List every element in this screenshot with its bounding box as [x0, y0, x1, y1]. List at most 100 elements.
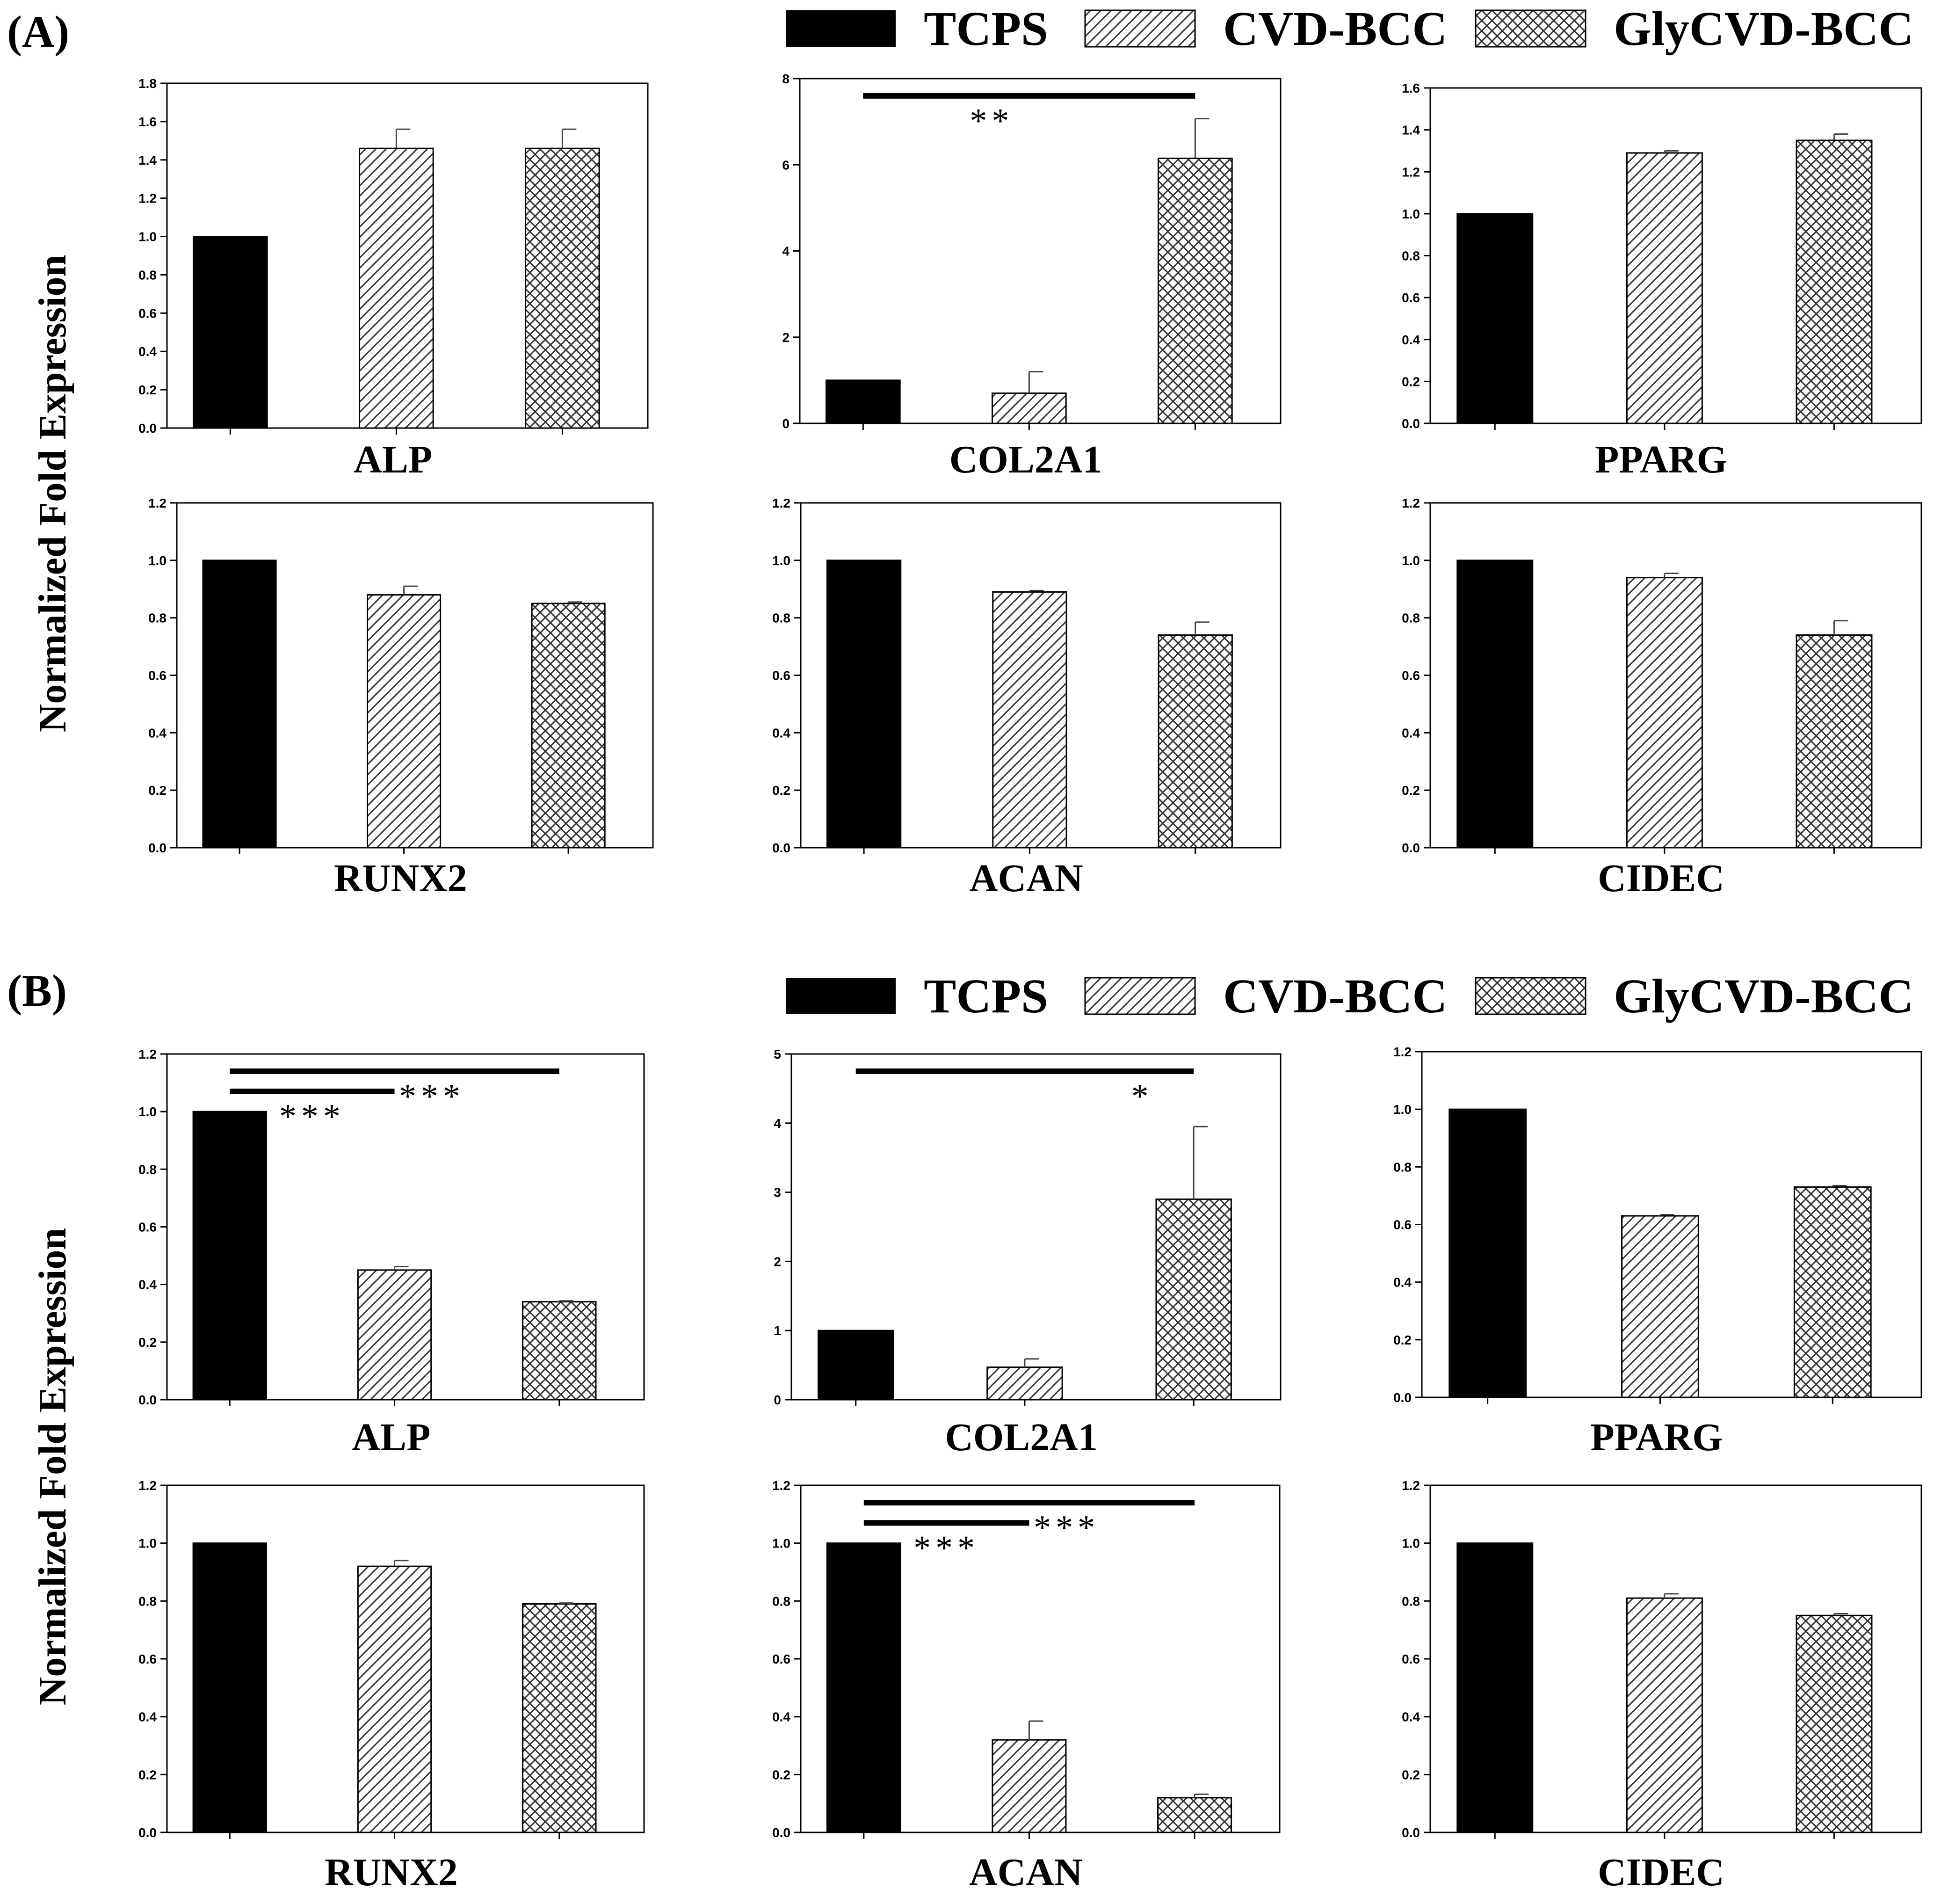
y-tick-label: 0.6 — [138, 1220, 157, 1235]
gene-label: ACAN — [969, 1851, 1083, 1894]
chart-a-col2a1: 0 2 4 6 8 ** COL2A1 — [782, 72, 1282, 481]
y-tick-label: 0.4 — [148, 726, 167, 740]
y-tick-label: 1.0 — [138, 1105, 157, 1119]
y-tick-label: 1.2 — [1402, 1478, 1420, 1493]
y-tick-label: 0.6 — [1393, 1218, 1412, 1232]
bar-tcps — [1456, 560, 1534, 849]
legend-swatch-glycvd-bcc — [1475, 977, 1586, 1015]
y-tick-label: 1.0 — [148, 553, 167, 568]
y-tick-label: 0.2 — [1402, 1767, 1420, 1782]
y-tick-label: 1.2 — [772, 496, 790, 510]
y-tick-label: 0.2 — [148, 783, 167, 798]
bar-cvd-bcc — [359, 147, 434, 429]
gene-label: RUNX2 — [334, 857, 467, 900]
legend-swatch-glycvd-bcc — [1475, 9, 1586, 48]
y-tick-label: 3 — [774, 1185, 781, 1200]
y-tick-label: 0.6 — [772, 669, 790, 683]
chart-a-runx2: 0.0 0.2 0.4 0.6 0.8 1.0 1.2 RUNX2 — [148, 496, 654, 900]
y-tick-label: 0.8 — [1393, 1160, 1412, 1174]
y-tick-label: 1.2 — [148, 496, 167, 510]
bar-tcps — [1456, 213, 1534, 424]
panel-label-b: (B) — [7, 966, 67, 1016]
y-tick-label: 1.0 — [772, 1536, 790, 1551]
bar-glycvd-bcc — [522, 1301, 597, 1401]
bar-glycvd-bcc — [1158, 157, 1233, 424]
significance-label: *** — [399, 1077, 465, 1116]
bar-cvd-bcc — [1626, 1597, 1703, 1833]
y-tick-label: 1.6 — [1402, 81, 1420, 95]
chart-b-acan: 0.0 0.2 0.4 0.6 0.8 1.0 1.2 *** *** ACAN — [772, 1478, 1281, 1894]
legend-label-cvd-bcc: CVD-BCC — [1223, 2, 1448, 56]
gene-label: PPARG — [1595, 438, 1727, 481]
y-tick-label: 1.2 — [1402, 165, 1420, 179]
panel-label-a: (A) — [7, 7, 69, 57]
bar-glycvd-bcc — [1793, 1186, 1872, 1398]
gene-label: ALP — [352, 1416, 430, 1459]
y-tick-label: 0.8 — [138, 1594, 157, 1608]
y-tick-label: 0.2 — [772, 1767, 790, 1782]
y-tick-label: 0.0 — [772, 841, 790, 855]
bar-glycvd-bcc — [531, 603, 606, 849]
y-tick-label: 0.4 — [1402, 333, 1420, 347]
bar-glycvd-bcc — [522, 1603, 597, 1833]
legend-label-cvd-bcc: CVD-BCC — [1223, 969, 1448, 1023]
y-tick-label: 0.0 — [772, 1825, 790, 1840]
y-tick-label: 0.0 — [148, 841, 167, 855]
bar-glycvd-bcc — [525, 147, 600, 429]
y-axis-label-a: Normalized Fold Expression — [31, 255, 74, 732]
y-tick-label: 0.2 — [138, 1767, 157, 1782]
gene-label: RUNX2 — [325, 1851, 458, 1894]
chart-b-col2a1: 0 1 2 3 4 5 * COL2A1 — [774, 1047, 1282, 1459]
bar-glycvd-bcc — [1796, 634, 1873, 849]
y-tick-label: 0.0 — [1393, 1390, 1412, 1405]
y-tick-label: 1.6 — [138, 115, 157, 129]
y-tick-label: 1 — [774, 1323, 781, 1338]
gene-label: COL2A1 — [945, 1416, 1098, 1459]
legend-label-glycvd-bcc: GlyCVD-BCC — [1614, 2, 1913, 56]
y-tick-label: 1.4 — [1402, 123, 1420, 138]
legend-swatch-cvd-bcc — [1084, 977, 1196, 1015]
bar-cvd-bcc — [1626, 577, 1703, 849]
y-tick-label: 1.0 — [138, 230, 157, 244]
legend-label-glycvd-bcc: GlyCVD-BCC — [1614, 969, 1913, 1023]
legend-label-tcps: TCPS — [924, 969, 1048, 1023]
y-tick-label: 1.2 — [138, 191, 157, 206]
gene-label: ALP — [354, 438, 432, 481]
y-tick-label: 0.4 — [138, 344, 157, 359]
y-tick-label: 0.0 — [138, 421, 157, 436]
y-tick-label: 5 — [774, 1047, 781, 1061]
y-tick-label: 1.4 — [138, 153, 157, 167]
y-tick-label: 0.4 — [138, 1710, 157, 1724]
y-tick-label: 1.0 — [1402, 207, 1420, 221]
y-tick-label: 1.0 — [772, 553, 790, 568]
bar-cvd-bcc — [357, 1565, 432, 1833]
chart-b-pparg: 0.0 0.2 0.4 0.6 0.8 1.0 1.2 PPARG — [1393, 1045, 1922, 1459]
legend-swatch-tcps — [786, 978, 896, 1014]
bar-tcps — [818, 1330, 894, 1401]
bar-cvd-bcc — [367, 594, 442, 849]
y-tick-label: 0 — [782, 416, 790, 431]
y-tick-label: 6 — [782, 158, 790, 172]
chart-a-acan: 0.0 0.2 0.4 0.6 0.8 1.0 1.2 ACAN — [772, 496, 1282, 900]
chart-b-runx2: 0.0 0.2 0.4 0.6 0.8 1.0 1.2 RUNX2 — [138, 1478, 645, 1894]
gene-label: CIDEC — [1598, 857, 1724, 900]
chart-a-pparg: 0.0 0.2 0.4 0.6 0.8 1.0 1.2 1.4 1.6 PPARG — [1402, 81, 1922, 481]
y-tick-label: 0.0 — [1402, 416, 1420, 431]
y-tick-label: 1.2 — [138, 1478, 157, 1493]
y-tick-label: 1.2 — [772, 1478, 790, 1493]
y-tick-label: 0.6 — [1402, 291, 1420, 305]
y-tick-label: 0.8 — [138, 1162, 157, 1177]
y-tick-label: 0 — [774, 1393, 781, 1407]
y-tick-label: 0.8 — [1402, 249, 1420, 263]
bar-glycvd-bcc — [1155, 1198, 1232, 1401]
significance-label: ** — [970, 102, 1014, 140]
bar-tcps — [826, 379, 901, 424]
y-tick-label: 0.2 — [1402, 374, 1420, 389]
significance-label: *** — [279, 1097, 345, 1136]
y-tick-label: 0.8 — [772, 611, 790, 625]
y-tick-label: 4 — [782, 244, 790, 259]
y-tick-label: 0.8 — [1402, 1594, 1420, 1608]
legend-swatch-cvd-bcc — [1084, 9, 1196, 48]
bar-glycvd-bcc — [1796, 139, 1873, 424]
